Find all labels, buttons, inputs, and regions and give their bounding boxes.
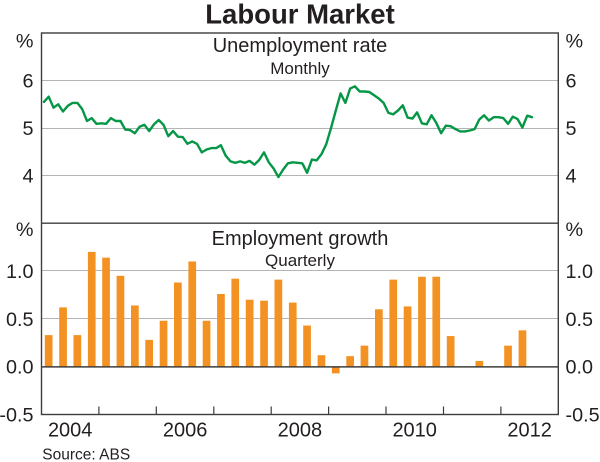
svg-text:2006: 2006 xyxy=(163,420,208,442)
svg-text:5: 5 xyxy=(22,118,33,140)
svg-text:%: % xyxy=(566,31,584,53)
svg-text:0.0: 0.0 xyxy=(6,357,34,379)
svg-text:5: 5 xyxy=(566,118,577,140)
svg-text:2004: 2004 xyxy=(48,420,93,442)
svg-text:Labour Market: Labour Market xyxy=(205,0,394,30)
svg-text:Source: ABS: Source: ABS xyxy=(42,447,130,462)
svg-text:0.5: 0.5 xyxy=(566,309,594,331)
svg-text:2012: 2012 xyxy=(507,420,552,442)
svg-text:0.0: 0.0 xyxy=(566,357,594,379)
svg-text:%: % xyxy=(16,219,34,241)
svg-text:-0.5: -0.5 xyxy=(0,405,34,427)
svg-text:Quarterly: Quarterly xyxy=(265,251,335,270)
svg-text:1.0: 1.0 xyxy=(6,261,34,283)
svg-text:0.5: 0.5 xyxy=(6,309,34,331)
svg-text:2008: 2008 xyxy=(278,420,323,442)
svg-text:-0.5: -0.5 xyxy=(566,405,600,427)
svg-text:%: % xyxy=(566,219,584,241)
svg-text:%: % xyxy=(16,31,34,53)
svg-text:Unemployment rate: Unemployment rate xyxy=(213,35,388,57)
svg-text:Monthly: Monthly xyxy=(270,59,330,78)
svg-text:2010: 2010 xyxy=(392,420,437,442)
svg-text:6: 6 xyxy=(22,71,33,93)
svg-text:Employment growth: Employment growth xyxy=(212,228,389,250)
svg-text:1.0: 1.0 xyxy=(566,261,594,283)
svg-text:4: 4 xyxy=(22,166,33,188)
svg-text:6: 6 xyxy=(566,71,577,93)
svg-text:4: 4 xyxy=(566,166,577,188)
